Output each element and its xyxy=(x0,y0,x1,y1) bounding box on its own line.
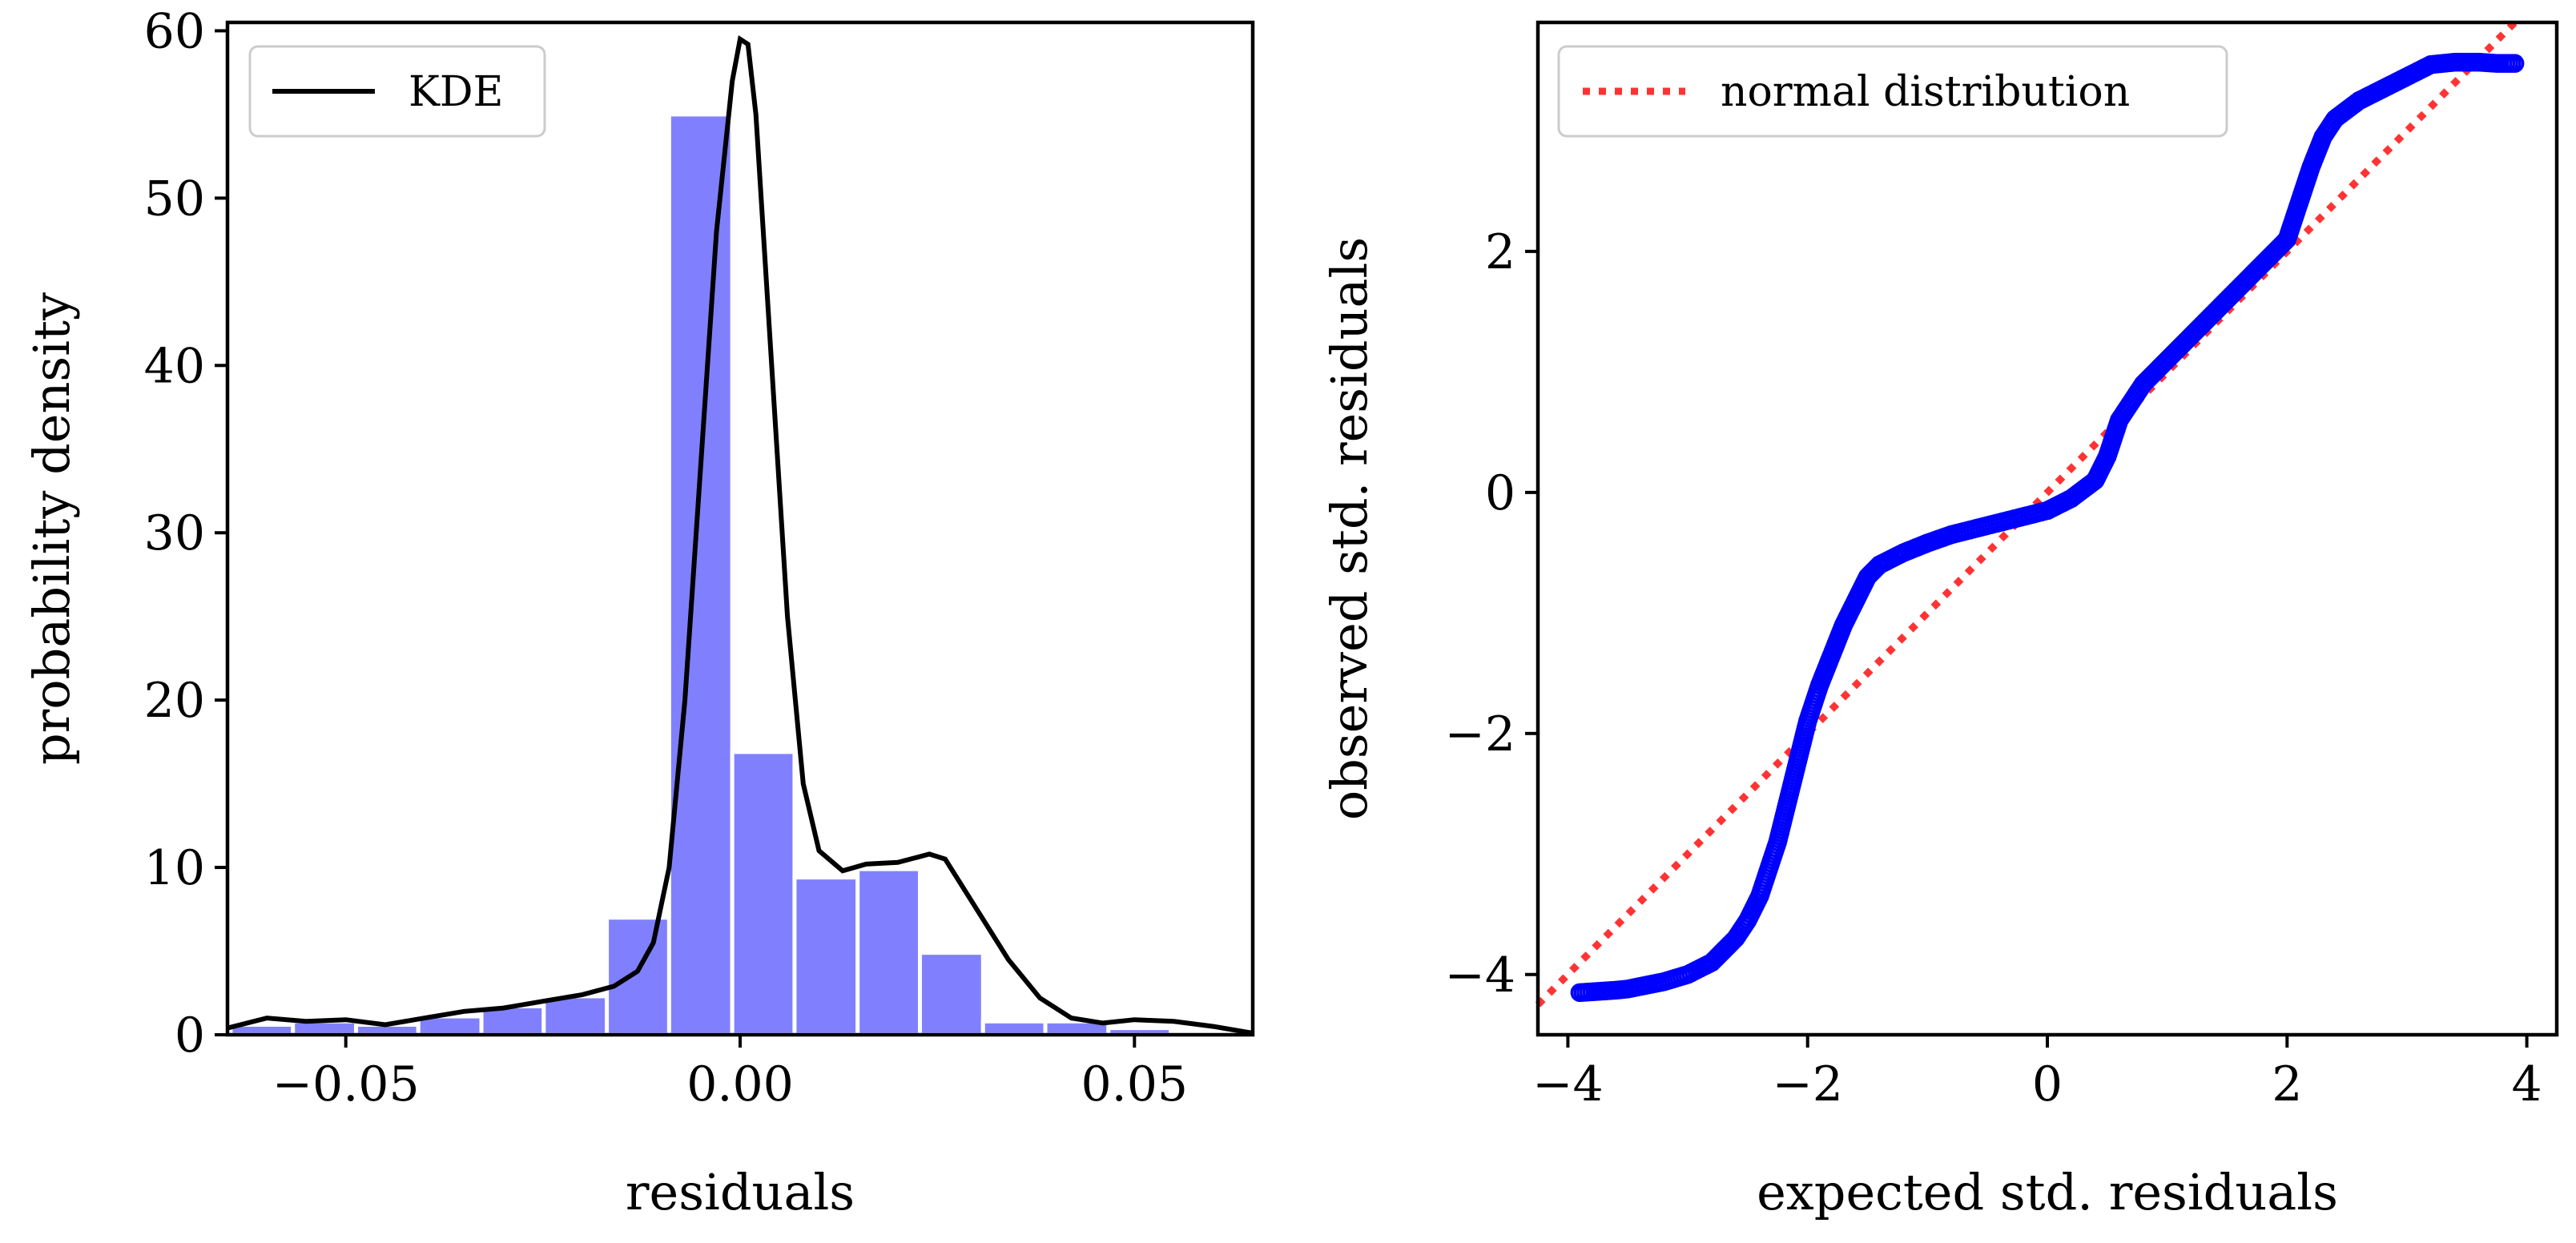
histogram-x-tick-label: 0.05 xyxy=(1081,1056,1189,1112)
histogram-y-tick-label: 0 xyxy=(175,1008,205,1064)
histogram-bar xyxy=(605,915,671,1037)
histogram-bar xyxy=(917,951,985,1037)
qq-y-tick-label: 2 xyxy=(1485,224,1515,280)
histogram-bars xyxy=(228,112,1173,1037)
histogram-bar xyxy=(855,867,922,1037)
qq-y-tick-label: −4 xyxy=(1445,947,1515,1004)
histogram-y-tick-label: 20 xyxy=(144,673,205,729)
qq-x-tick-label: 0 xyxy=(2032,1056,2063,1112)
histogram-y-ticks: 0 10 20 30 40 50 60 xyxy=(144,3,227,1064)
histogram-bar xyxy=(730,750,797,1037)
histogram-x-tick-label: 0.00 xyxy=(686,1056,794,1112)
histogram-x-ticks: −0.05 0.00 0.05 xyxy=(272,1035,1188,1112)
qq-x-tick-label: −4 xyxy=(1532,1056,1603,1112)
qq-y-axis-label: observed std. residuals xyxy=(1320,237,1379,820)
qq-plot-frame xyxy=(1536,20,2559,1037)
qq-legend-box xyxy=(1557,45,2228,138)
qq-x-tick-label: 4 xyxy=(2511,1056,2542,1112)
qq-x-axis-label: expected std. residuals xyxy=(1757,1163,2338,1221)
histogram-legend-box xyxy=(248,45,546,138)
histogram-y-tick-label: 60 xyxy=(144,3,205,59)
qq-plot-chart: −4 −2 0 2 4 −4 −2 0 2 expected std. residuals o… xyxy=(1320,19,2559,1221)
qq-x-tick-label: −2 xyxy=(1772,1056,1842,1112)
histogram-bar xyxy=(666,112,735,1037)
histogram-y-axis-label: probability density xyxy=(22,292,81,765)
histogram-bar xyxy=(792,875,860,1037)
histogram-y-tick-label: 50 xyxy=(144,171,205,227)
qq-x-ticks: −4 −2 0 2 4 xyxy=(1532,1035,2542,1112)
qq-points xyxy=(1570,52,2525,1003)
qq-legend: normal distribution xyxy=(1557,45,2228,138)
histogram-y-tick-label: 40 xyxy=(144,338,205,394)
histogram-chart: −0.05 0.00 0.05 0 10 20 30 40 50 60 residuals pr… xyxy=(22,3,1255,1221)
qq-x-tick-label: 2 xyxy=(2272,1056,2302,1112)
histogram-bar xyxy=(541,994,610,1037)
histogram-legend: KDE xyxy=(248,45,546,138)
histogram-x-tick-label: −0.05 xyxy=(272,1056,420,1112)
qq-y-tick-label: −2 xyxy=(1445,706,1515,762)
histogram-y-tick-label: 10 xyxy=(144,840,205,896)
qq-y-ticks: −4 −2 0 2 xyxy=(1445,224,1538,1004)
histogram-x-axis-label: residuals xyxy=(626,1163,855,1221)
legend-kde-label: KDE xyxy=(409,68,504,116)
qq-y-tick-label: 0 xyxy=(1485,465,1515,521)
histogram-y-tick-label: 30 xyxy=(144,505,205,561)
kde-curve xyxy=(227,34,1254,1036)
histogram-bar xyxy=(980,1019,1048,1037)
legend-normal-distribution-label: normal distribution xyxy=(1721,68,2130,116)
qq-point xyxy=(2505,54,2525,73)
